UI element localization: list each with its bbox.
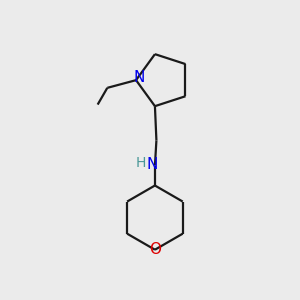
Text: N: N bbox=[134, 70, 145, 85]
Text: O: O bbox=[149, 242, 161, 257]
Text: N: N bbox=[146, 157, 158, 172]
Text: H: H bbox=[136, 156, 146, 170]
